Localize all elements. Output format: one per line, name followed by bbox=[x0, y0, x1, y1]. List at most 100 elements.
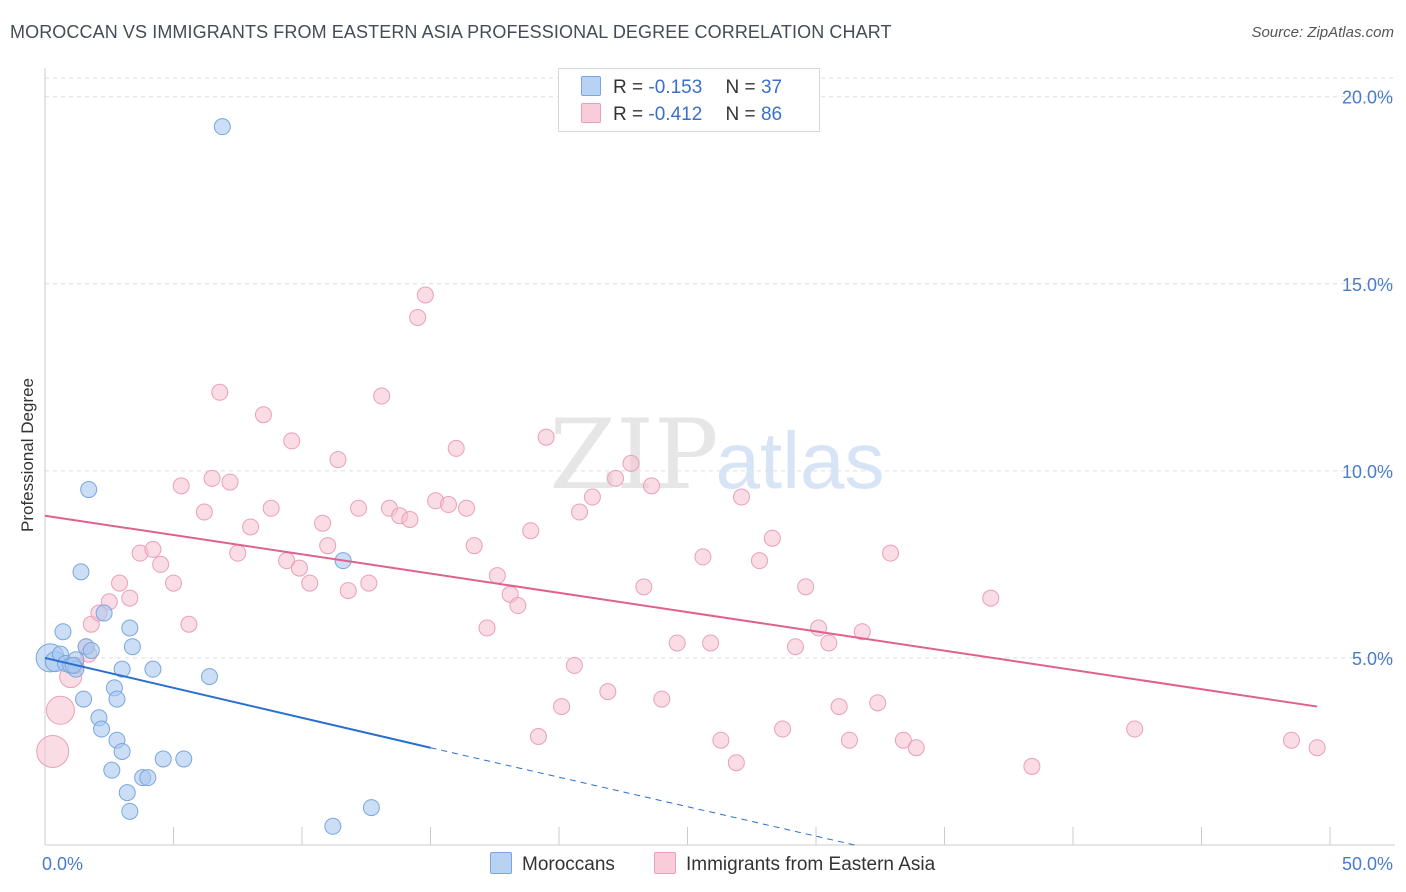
y-tick-label: 20.0% bbox=[1342, 88, 1393, 108]
data-point-moroccans bbox=[104, 762, 120, 778]
legend-swatch-blue bbox=[581, 76, 601, 96]
data-point-moroccans bbox=[124, 639, 140, 655]
data-point-eastern-asia bbox=[1127, 721, 1143, 737]
data-point-eastern-asia bbox=[479, 620, 495, 636]
legend-r-label: R = bbox=[613, 77, 643, 98]
data-point-eastern-asia bbox=[402, 511, 418, 527]
data-point-moroccans bbox=[363, 800, 379, 816]
data-point-eastern-asia bbox=[636, 579, 652, 595]
data-point-eastern-asia bbox=[458, 500, 474, 516]
data-point-eastern-asia bbox=[417, 287, 433, 303]
data-point-eastern-asia bbox=[523, 523, 539, 539]
data-point-eastern-asia bbox=[230, 545, 246, 561]
data-point-moroccans bbox=[155, 751, 171, 767]
data-point-eastern-asia bbox=[728, 755, 744, 771]
data-point-eastern-asia bbox=[440, 497, 456, 513]
x-tick-label-max: 50.0% bbox=[1342, 854, 1393, 874]
data-point-eastern-asia bbox=[112, 575, 128, 591]
data-point-eastern-asia bbox=[530, 728, 546, 744]
data-point-moroccans bbox=[119, 785, 135, 801]
data-point-moroccans bbox=[122, 620, 138, 636]
data-point-eastern-asia bbox=[654, 691, 670, 707]
data-point-moroccans bbox=[96, 605, 112, 621]
legend-swatch-pink bbox=[581, 103, 601, 123]
data-point-eastern-asia bbox=[831, 699, 847, 715]
data-point-eastern-asia bbox=[821, 635, 837, 651]
data-point-eastern-asia bbox=[212, 384, 228, 400]
data-point-eastern-asia bbox=[291, 560, 307, 576]
data-point-moroccans bbox=[83, 642, 99, 658]
data-point-eastern-asia bbox=[713, 732, 729, 748]
data-point-moroccans bbox=[214, 119, 230, 135]
data-point-eastern-asia bbox=[600, 684, 616, 700]
data-point-eastern-asia bbox=[510, 598, 526, 614]
legend-r-label: R = bbox=[613, 104, 643, 125]
legend-r-value-2: -0.412 bbox=[648, 104, 702, 125]
data-point-eastern-asia bbox=[608, 470, 624, 486]
data-point-eastern-asia bbox=[320, 538, 336, 554]
data-point-moroccans bbox=[114, 743, 130, 759]
data-point-eastern-asia bbox=[466, 538, 482, 554]
data-point-eastern-asia bbox=[122, 590, 138, 606]
bottom-legend-eastern-asia: Immigrants from Eastern Asia bbox=[654, 852, 935, 876]
data-point-eastern-asia bbox=[263, 500, 279, 516]
bottom-legend-swatch-pink bbox=[654, 852, 676, 874]
y-tick-label: 5.0% bbox=[1352, 649, 1393, 669]
legend: R = -0.153 N = 37 R = -0.412 N = 86 bbox=[558, 68, 820, 132]
watermark-zip: ZIP bbox=[549, 399, 718, 511]
data-point-eastern-asia bbox=[46, 696, 74, 724]
data-point-moroccans bbox=[201, 669, 217, 685]
data-point-eastern-asia bbox=[374, 388, 390, 404]
data-point-moroccans bbox=[176, 751, 192, 767]
data-point-moroccans bbox=[122, 803, 138, 819]
data-point-eastern-asia bbox=[330, 452, 346, 468]
bottom-legend-label-2: Immigrants from Eastern Asia bbox=[686, 854, 935, 875]
data-point-eastern-asia bbox=[1024, 758, 1040, 774]
data-point-eastern-asia bbox=[410, 309, 426, 325]
data-point-eastern-asia bbox=[489, 568, 505, 584]
data-point-eastern-asia bbox=[798, 579, 814, 595]
data-point-eastern-asia bbox=[566, 657, 582, 673]
data-point-eastern-asia bbox=[153, 556, 169, 572]
data-point-moroccans bbox=[325, 818, 341, 834]
data-point-eastern-asia bbox=[775, 721, 791, 737]
data-point-moroccans bbox=[73, 564, 89, 580]
legend-n-label: N = bbox=[726, 104, 756, 125]
data-point-moroccans bbox=[145, 661, 161, 677]
data-point-eastern-asia bbox=[255, 407, 271, 423]
data-point-moroccans bbox=[140, 770, 156, 786]
trend-line-eastern-asia bbox=[45, 516, 1317, 707]
data-point-eastern-asia bbox=[623, 455, 639, 471]
bottom-legend-swatch-blue bbox=[490, 852, 512, 874]
legend-r-value-1: -0.153 bbox=[648, 77, 702, 98]
bottom-legend-moroccans: Moroccans bbox=[490, 852, 615, 876]
data-point-eastern-asia bbox=[787, 639, 803, 655]
data-point-moroccans bbox=[94, 721, 110, 737]
scatter-chart: ZIP atlas 5.0%10.0%15.0%20.0%0.0% 50.0% bbox=[0, 0, 1406, 892]
bottom-legend-label-1: Moroccans bbox=[522, 854, 615, 875]
data-point-eastern-asia bbox=[196, 504, 212, 520]
data-point-eastern-asia bbox=[166, 575, 182, 591]
data-point-moroccans bbox=[76, 691, 92, 707]
x-tick-label-min: 0.0% bbox=[42, 854, 83, 874]
data-point-eastern-asia bbox=[584, 489, 600, 505]
data-point-eastern-asia bbox=[448, 440, 464, 456]
data-point-eastern-asia bbox=[222, 474, 238, 490]
data-point-eastern-asia bbox=[983, 590, 999, 606]
legend-row-eastern-asia: R = -0.412 N = 86 bbox=[581, 103, 782, 126]
data-point-eastern-asia bbox=[315, 515, 331, 531]
data-point-eastern-asia bbox=[883, 545, 899, 561]
data-point-eastern-asia bbox=[841, 732, 857, 748]
data-point-eastern-asia bbox=[204, 470, 220, 486]
legend-row-moroccans: R = -0.153 N = 37 bbox=[581, 76, 782, 99]
data-point-eastern-asia bbox=[908, 740, 924, 756]
legend-n-label: N = bbox=[726, 77, 756, 98]
data-point-eastern-asia bbox=[751, 553, 767, 569]
data-point-eastern-asia bbox=[145, 541, 161, 557]
data-point-eastern-asia bbox=[1283, 732, 1299, 748]
data-point-moroccans bbox=[81, 482, 97, 498]
legend-n-value-1: 37 bbox=[761, 77, 782, 98]
legend-n-value-2: 86 bbox=[761, 104, 782, 125]
data-point-eastern-asia bbox=[351, 500, 367, 516]
data-point-eastern-asia bbox=[361, 575, 377, 591]
